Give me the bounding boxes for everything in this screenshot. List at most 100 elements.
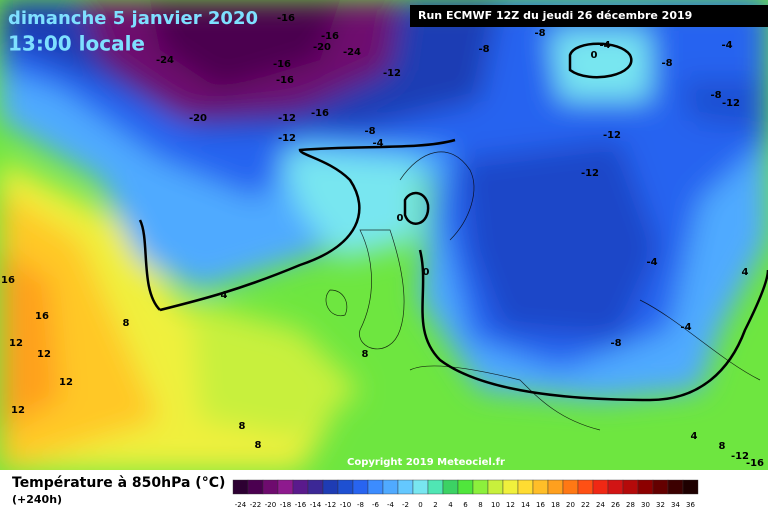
- contour-label: 8: [239, 421, 246, 432]
- legend-swatch: [412, 479, 429, 495]
- contour-label: -20: [189, 113, 207, 124]
- legend-tick-label: 30: [641, 501, 650, 509]
- legend-tick-label: 36: [686, 501, 695, 509]
- contour-label: -4: [680, 322, 691, 333]
- legend-swatch: [367, 479, 384, 495]
- legend-swatch: [667, 479, 684, 495]
- contour-label: -16: [273, 59, 291, 70]
- legend-tick-label: -14: [310, 501, 322, 509]
- legend-swatch: [562, 479, 579, 495]
- legend-tick-label: 8: [478, 501, 482, 509]
- zero-isotherm: [138, 42, 768, 402]
- contour-label: -16: [321, 31, 339, 42]
- legend-swatch: [352, 479, 369, 495]
- legend-tick-label: 34: [671, 501, 680, 509]
- legend-title: Température à 850hPa (°C): [12, 475, 225, 491]
- legend-swatch: [592, 479, 609, 495]
- contour-label: -4: [646, 257, 657, 268]
- contour-label: -12: [581, 168, 599, 179]
- contour-label: -12: [278, 133, 296, 144]
- contour-label: 0: [591, 50, 598, 61]
- legend-tick-label: -12: [325, 501, 336, 509]
- contour-label: -16: [276, 75, 294, 86]
- legend-tick-label: -22: [250, 501, 261, 509]
- legend-swatch: [322, 479, 339, 495]
- legend-tick-label: 14: [521, 501, 530, 509]
- legend-tick-label: -24: [235, 501, 247, 509]
- contour-label: -8: [610, 338, 621, 349]
- legend-swatch: [637, 479, 654, 495]
- contour-label: 8: [362, 349, 369, 360]
- legend-swatch: [277, 479, 294, 495]
- legend-tick-label: 0: [418, 501, 422, 509]
- legend-swatch: [397, 479, 414, 495]
- contour-label: -4: [372, 138, 383, 149]
- contour-label: 12: [9, 338, 23, 349]
- legend-swatch: [577, 479, 594, 495]
- contour-label: 8: [719, 441, 726, 452]
- legend-subtitle: (+240h): [12, 493, 62, 506]
- legend-tick-label: 16: [536, 501, 545, 509]
- legend-swatch: [622, 479, 639, 495]
- contour-label: -24: [156, 55, 174, 66]
- legend-tick-label: -8: [357, 501, 364, 509]
- contour-label: 12: [37, 349, 51, 360]
- legend-tick-label: 10: [491, 501, 500, 509]
- legend-swatch: [307, 479, 324, 495]
- contour-label: -12: [278, 113, 296, 124]
- legend-tick-label: -10: [340, 501, 351, 509]
- contour-label: 12: [59, 377, 73, 388]
- contour-label: -12: [383, 68, 401, 79]
- contour-label: -8: [661, 58, 672, 69]
- legend-swatch: [532, 479, 549, 495]
- legend-swatch: [502, 479, 519, 495]
- temperature-field: [0, 0, 768, 470]
- legend-swatch: [652, 479, 669, 495]
- legend-tick-label: -2: [402, 501, 409, 509]
- legend-swatch: [232, 479, 249, 495]
- legend-swatch: [427, 479, 444, 495]
- contour-label: -16: [277, 13, 295, 24]
- contour-label: -12: [731, 451, 749, 462]
- contour-label: 0: [423, 267, 430, 278]
- contour-label: 4: [221, 290, 228, 301]
- legend-swatch: [682, 479, 699, 495]
- legend-swatch: [607, 479, 624, 495]
- contour-label: 4: [691, 431, 698, 442]
- forecast-time: 13:00 locale: [8, 32, 145, 56]
- copyright: Copyright 2019 Meteociel.fr: [347, 457, 505, 468]
- run-banner: [410, 5, 768, 27]
- legend-swatch: [247, 479, 264, 495]
- legend-tick-label: 18: [551, 501, 560, 509]
- contour-label: -8: [478, 44, 489, 55]
- run-info: Run ECMWF 12Z du jeudi 26 décembre 2019: [418, 9, 692, 22]
- contour-label: -4: [599, 40, 610, 51]
- legend-tick-label: 6: [463, 501, 468, 509]
- contour-label: 16: [35, 311, 49, 322]
- legend-tick-label: -16: [295, 501, 307, 509]
- legend-tick-label: 24: [596, 501, 605, 509]
- legend-tick-label: 32: [656, 501, 665, 509]
- legend-tick-label: 4: [448, 501, 453, 509]
- legend-swatch: [457, 479, 474, 495]
- contour-label: 16: [1, 275, 15, 286]
- contour-label: -20: [313, 42, 331, 53]
- legend-tick-label: 28: [626, 501, 635, 509]
- legend-tick-label: 26: [611, 501, 620, 509]
- forecast-date: dimanche 5 janvier 2020: [8, 8, 258, 29]
- legend-tick-label: 2: [433, 501, 437, 509]
- legend-tick-label: 12: [506, 501, 515, 509]
- legend-swatch: [262, 479, 279, 495]
- coastlines: [325, 151, 761, 431]
- legend-swatch: [292, 479, 309, 495]
- legend-tick-label: 20: [566, 501, 575, 509]
- contour-label: -8: [710, 90, 721, 101]
- legend-tick-label: -6: [372, 501, 380, 509]
- legend-tick-label: -20: [265, 501, 276, 509]
- legend-swatch: [517, 479, 534, 495]
- legend-swatch: [547, 479, 564, 495]
- legend-swatch: [337, 479, 354, 495]
- contour-label: -16: [746, 458, 764, 469]
